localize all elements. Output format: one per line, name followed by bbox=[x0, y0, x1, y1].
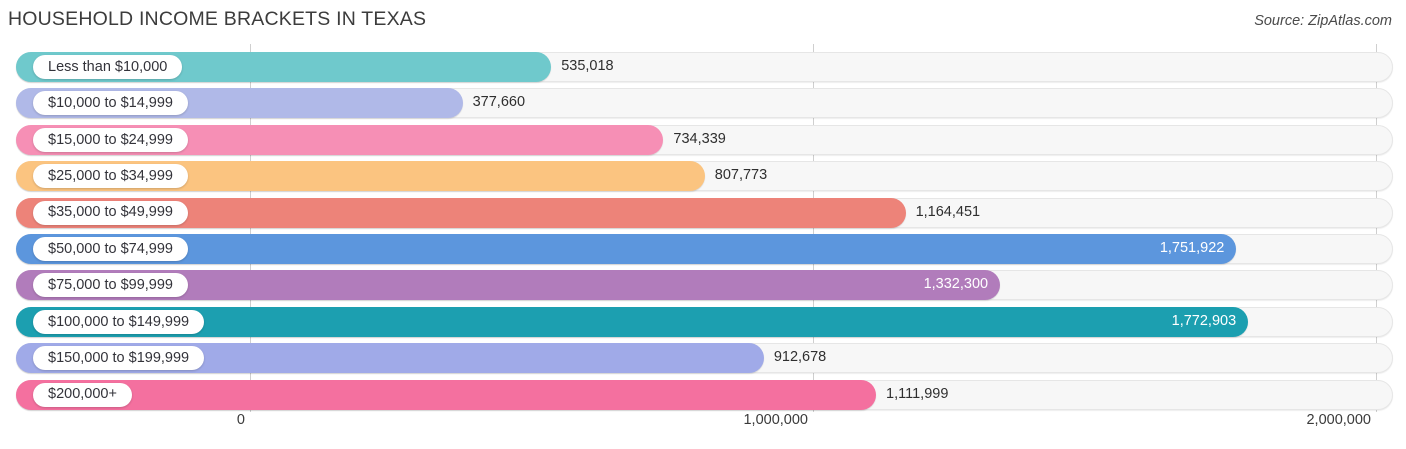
bar[interactable] bbox=[16, 234, 1237, 264]
bar-category-label: $10,000 to $14,999 bbox=[48, 95, 173, 112]
bar-category-pill: $150,000 to $199,999 bbox=[33, 346, 205, 371]
bar-category-label: $100,000 to $149,999 bbox=[48, 313, 190, 330]
bar-rows: Less than $10,000 535,018 $10,000 to $14,9… bbox=[0, 44, 1406, 412]
bar-value-label: 377,660 bbox=[472, 94, 526, 111]
bar-row: $150,000 to $199,999 912,678 bbox=[0, 343, 1406, 374]
bar-value-label: 1,772,903 bbox=[1171, 312, 1237, 329]
bar-category-pill: Less than $10,000 bbox=[33, 55, 183, 79]
axis-tick-label: 0 bbox=[236, 412, 245, 428]
bar-value-label: 1,751,922 bbox=[1159, 240, 1225, 256]
bar-value-label: 734,339 bbox=[673, 130, 726, 147]
bar-category-label: $50,000 to $74,999 bbox=[48, 240, 173, 257]
source-attribution: Source: ZipAtlas.com bbox=[1254, 13, 1392, 29]
bar-category-label: Less than $10,000 bbox=[48, 58, 168, 75]
bar-category-pill: $35,000 to $49,999 bbox=[33, 200, 188, 225]
bar-category-pill: $75,000 to $99,999 bbox=[33, 273, 188, 298]
bar-row: $10,000 to $14,999 377,660 bbox=[0, 88, 1406, 119]
axis-tick-label: 2,000,000 bbox=[1306, 412, 1371, 428]
bar-category-label: $25,000 to $34,999 bbox=[48, 167, 173, 184]
x-axis: 0 1,000,000 2,000,000 bbox=[0, 412, 1406, 442]
bar-category-label: $75,000 to $99,999 bbox=[48, 277, 173, 294]
bar-category-pill: $25,000 to $34,999 bbox=[33, 164, 188, 189]
bar-value-label: 1,164,451 bbox=[915, 203, 981, 220]
bar-value-label: 535,018 bbox=[561, 58, 614, 74]
bar-row: $35,000 to $49,999 1,164,451 bbox=[0, 197, 1406, 228]
bar-value-label: 1,332,300 bbox=[923, 276, 989, 293]
bar-category-label: $200,000+ bbox=[48, 386, 117, 403]
bar-row: $75,000 to $99,999 1,332,300 bbox=[0, 270, 1406, 301]
bar-value-label: 807,773 bbox=[714, 167, 768, 184]
bar[interactable] bbox=[16, 379, 877, 410]
bar-row: $200,000+ 1,111,999 bbox=[0, 379, 1406, 410]
bar-category-label: $150,000 to $199,999 bbox=[48, 349, 190, 366]
bar-category-label: $35,000 to $49,999 bbox=[48, 204, 173, 221]
bar-row: Less than $10,000 535,018 bbox=[0, 52, 1406, 82]
axis-tick-label: 1,000,000 bbox=[743, 412, 808, 428]
plot-area: Less than $10,000 535,018 $10,000 to $14,9… bbox=[0, 44, 1406, 412]
bar-value-label: 1,111,999 bbox=[886, 385, 949, 402]
bar-category-pill: $10,000 to $14,999 bbox=[33, 91, 188, 116]
bar-category-pill: $100,000 to $149,999 bbox=[33, 309, 205, 334]
bar-category-pill: $15,000 to $24,999 bbox=[33, 127, 188, 152]
bar-row: $25,000 to $34,999 807,773 bbox=[0, 161, 1406, 192]
bar-row: $15,000 to $24,999 734,339 bbox=[0, 124, 1406, 155]
bar-category-label: $15,000 to $24,999 bbox=[48, 131, 173, 148]
bar[interactable] bbox=[16, 306, 1249, 337]
bar-row: $50,000 to $74,999 1,751,922 bbox=[0, 234, 1406, 264]
bar-category-pill: $50,000 to $74,999 bbox=[33, 237, 188, 261]
bar-category-pill: $200,000+ bbox=[33, 382, 132, 407]
page-title: HOUSEHOLD INCOME BRACKETS IN TEXAS bbox=[8, 8, 427, 30]
bar-value-label: 912,678 bbox=[773, 349, 827, 366]
bar-row: $100,000 to $149,999 1,772,903 bbox=[0, 306, 1406, 337]
